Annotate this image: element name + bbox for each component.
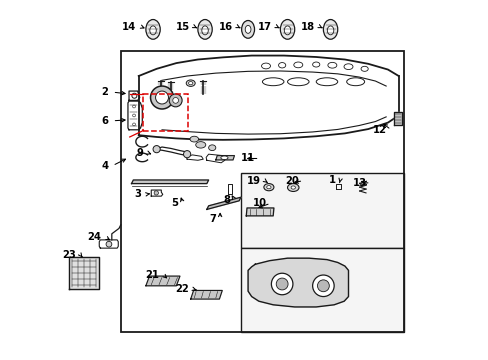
Bar <box>143 94 188 131</box>
Text: 3: 3 <box>134 189 142 199</box>
Text: 24: 24 <box>87 232 101 242</box>
Polygon shape <box>394 112 402 125</box>
Ellipse shape <box>198 19 212 39</box>
Ellipse shape <box>344 64 352 69</box>
Text: 17: 17 <box>258 22 271 32</box>
Circle shape <box>169 94 182 107</box>
Polygon shape <box>247 258 348 307</box>
Text: 15: 15 <box>175 22 189 32</box>
Ellipse shape <box>316 78 337 86</box>
Text: 4: 4 <box>101 161 108 171</box>
Ellipse shape <box>208 145 215 150</box>
Ellipse shape <box>346 78 364 86</box>
Ellipse shape <box>278 63 285 68</box>
Ellipse shape <box>280 19 294 39</box>
Text: 22: 22 <box>175 284 188 294</box>
Text: 1: 1 <box>328 175 335 185</box>
Ellipse shape <box>293 62 302 68</box>
Circle shape <box>312 275 333 297</box>
Text: 6: 6 <box>101 116 108 126</box>
Ellipse shape <box>190 136 198 142</box>
Ellipse shape <box>287 78 308 86</box>
Bar <box>241 173 403 248</box>
Circle shape <box>153 145 160 153</box>
Ellipse shape <box>312 62 319 67</box>
Text: 12: 12 <box>372 125 386 135</box>
Ellipse shape <box>202 26 208 35</box>
Text: 18: 18 <box>301 22 314 32</box>
Text: 9: 9 <box>136 148 143 158</box>
Text: 11: 11 <box>241 153 255 163</box>
Polygon shape <box>206 197 241 210</box>
Ellipse shape <box>284 26 290 35</box>
Polygon shape <box>145 276 180 286</box>
Ellipse shape <box>290 186 295 189</box>
Circle shape <box>183 150 190 158</box>
Text: 16: 16 <box>219 22 233 32</box>
Bar <box>241 248 403 332</box>
Polygon shape <box>131 180 208 184</box>
Text: 5: 5 <box>171 198 178 208</box>
Circle shape <box>154 191 158 195</box>
Text: 13: 13 <box>352 178 366 188</box>
Text: 21: 21 <box>145 270 159 280</box>
Bar <box>121 51 403 332</box>
Text: 2: 2 <box>101 87 108 97</box>
Ellipse shape <box>327 62 336 68</box>
Circle shape <box>172 98 178 103</box>
Circle shape <box>317 280 328 292</box>
Text: 19: 19 <box>246 176 260 186</box>
Ellipse shape <box>241 21 254 38</box>
Circle shape <box>106 241 112 247</box>
Ellipse shape <box>188 82 192 85</box>
Circle shape <box>276 278 287 290</box>
Circle shape <box>150 86 173 109</box>
Ellipse shape <box>186 80 195 86</box>
Ellipse shape <box>287 184 298 192</box>
Text: 23: 23 <box>62 249 76 260</box>
Ellipse shape <box>266 185 270 189</box>
Circle shape <box>271 273 292 295</box>
Ellipse shape <box>149 26 156 35</box>
Ellipse shape <box>264 184 273 191</box>
Ellipse shape <box>145 19 160 39</box>
Polygon shape <box>69 257 99 289</box>
Ellipse shape <box>360 66 367 71</box>
Text: 14: 14 <box>122 22 136 32</box>
Ellipse shape <box>195 141 205 148</box>
Text: 7: 7 <box>208 214 215 224</box>
Ellipse shape <box>326 26 333 35</box>
Ellipse shape <box>221 156 227 159</box>
Text: 8: 8 <box>223 195 230 205</box>
Ellipse shape <box>323 19 337 39</box>
Ellipse shape <box>244 26 250 33</box>
Ellipse shape <box>262 78 284 86</box>
Polygon shape <box>246 208 273 216</box>
Text: 10: 10 <box>252 198 266 208</box>
Polygon shape <box>215 156 234 160</box>
Ellipse shape <box>261 63 270 69</box>
Text: 20: 20 <box>285 176 298 186</box>
Circle shape <box>155 91 168 104</box>
Polygon shape <box>190 291 222 299</box>
